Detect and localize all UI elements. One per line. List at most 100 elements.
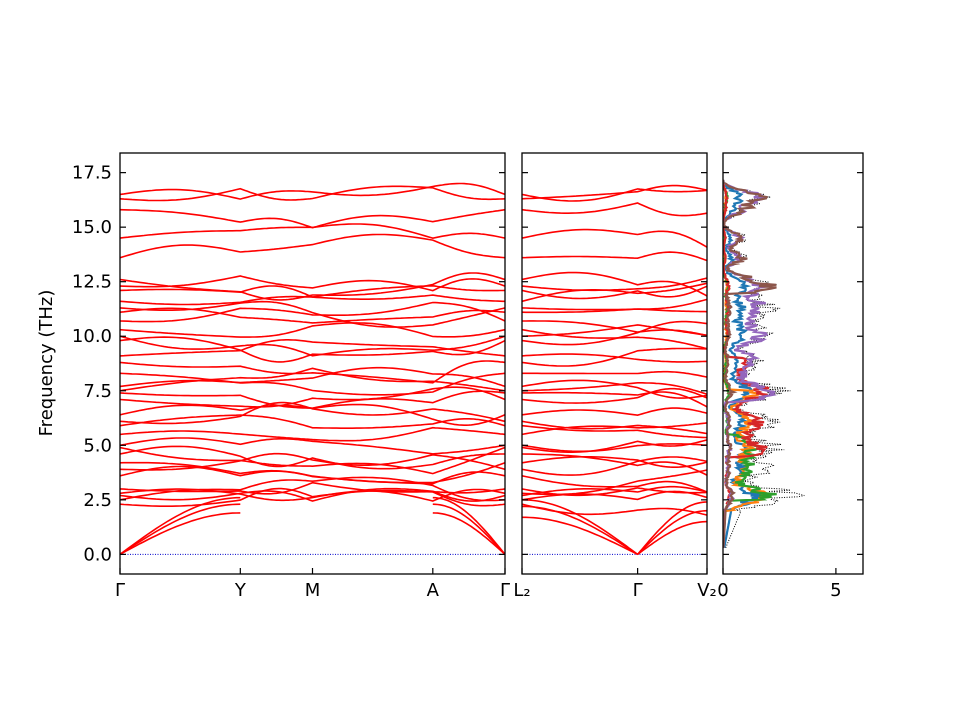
p1-band-line [120,461,505,484]
p1-band-line [120,233,505,259]
p1-band-line [120,390,505,410]
p2-band-line [522,353,707,363]
p1-band-line [120,335,505,357]
p2-band-line [522,328,707,350]
p1-band-line [120,185,505,202]
p2-band-line [522,456,707,468]
band-lines-1 [120,182,505,556]
p2-band-line [522,370,707,378]
p2-band-line [522,422,707,436]
x-tick-label: 5 [830,580,841,601]
p2-band-line [522,475,707,493]
p1-band-line [120,437,505,455]
p2-band-line [522,487,707,497]
y-tick-label: 2.5 [83,490,112,511]
acoustic-branch [120,496,241,556]
band-structure-panel-2: L₂ Γ V₂ [513,152,717,601]
p2-band-line [522,391,707,408]
x-tick-label: V₂ [697,580,717,601]
p1-band-line [120,366,505,388]
y-tick-label: 0.0 [83,544,112,565]
p2-band-line [522,188,707,202]
plot-frame-2 [521,152,708,575]
p1-band-line [120,414,505,429]
p1-band-line [120,208,505,229]
p1-band-line [120,272,505,301]
acoustic-branch [636,501,707,555]
acoustic-branch [432,496,505,555]
p1-band-line [120,386,505,408]
plot-frame-3 [722,152,864,575]
y-tick-label: 10.0 [72,326,112,347]
axis-ticks-1: 0.0 2.5 5.0 7.5 10.0 12.5 15.0 17.5 Γ Y M A Γ [72,163,510,601]
p2-band-line [522,202,707,217]
p1-band-line [120,301,505,323]
y-tick-label: 5.0 [83,435,112,456]
acoustic-branch [522,516,638,556]
p2-band-line [522,485,707,497]
p2-band-line [522,443,707,453]
p2-band-line [522,271,707,297]
dos-series-line [723,179,777,548]
p1-band-line [120,182,505,200]
x-tick-label: A [427,580,440,601]
p2-band-line [522,453,707,476]
p2-band-line [522,298,707,311]
p2-band-line [522,424,707,439]
p2-band-line [522,285,707,300]
x-tick-label: L₂ [513,580,530,601]
p2-band-line [522,456,707,476]
acoustic-branch [432,503,505,555]
p1-band-line [120,426,505,442]
p2-band-line [522,228,707,248]
axis-ticks-2: L₂ Γ V₂ [513,172,717,601]
p2-band-line [522,420,707,435]
p1-band-line [120,284,505,298]
p2-band-line [522,347,707,367]
acoustic-branch [120,512,241,556]
x-tick-label: Γ [500,580,510,601]
p1-band-line [120,446,505,475]
y-tick-label: 7.5 [83,381,112,402]
p2-band-line [522,277,707,292]
x-tick-label: Γ [115,580,125,601]
p2-band-line [522,382,707,395]
y-tick-label: 17.5 [72,163,112,184]
p2-band-line [522,439,707,453]
p2-band-line [522,407,707,417]
p2-band-line [522,320,707,337]
dos-series-line [723,179,805,549]
x-tick-label: 0 [717,580,728,601]
acoustic-branch [637,509,707,555]
p2-band-line [522,184,707,200]
p2-band-line [522,282,707,303]
acoustic-branch [432,512,505,555]
y-axis-label: Frequency (THz) [36,290,57,437]
x-tick-label: M [305,580,321,601]
p1-band-line [120,372,505,396]
p1-band-line [120,445,505,470]
p1-band-line [120,360,505,384]
x-tick-label: Γ [633,580,643,601]
band-lines-2 [522,184,707,556]
p2-band-line [522,387,707,404]
p1-band-line [120,322,505,338]
x-tick-label: Y [234,580,247,601]
acoustic-branch [637,520,707,556]
band-structure-panel-1: 0.0 2.5 5.0 7.5 10.0 12.5 15.0 17.5 Γ Y M A Γ [72,152,510,601]
p2-band-line [522,251,707,262]
p1-band-line [120,336,505,363]
p2-band-line [522,379,707,399]
p1-band-line [120,300,505,328]
y-tick-label: 15.0 [72,217,112,238]
dos-lines [723,179,805,549]
p1-band-line [120,307,505,324]
acoustic-branch [120,503,241,556]
acoustic-branch [522,499,639,556]
p1-band-line [120,481,505,495]
y-tick-label: 12.5 [72,272,112,293]
p1-band-line [120,275,505,292]
